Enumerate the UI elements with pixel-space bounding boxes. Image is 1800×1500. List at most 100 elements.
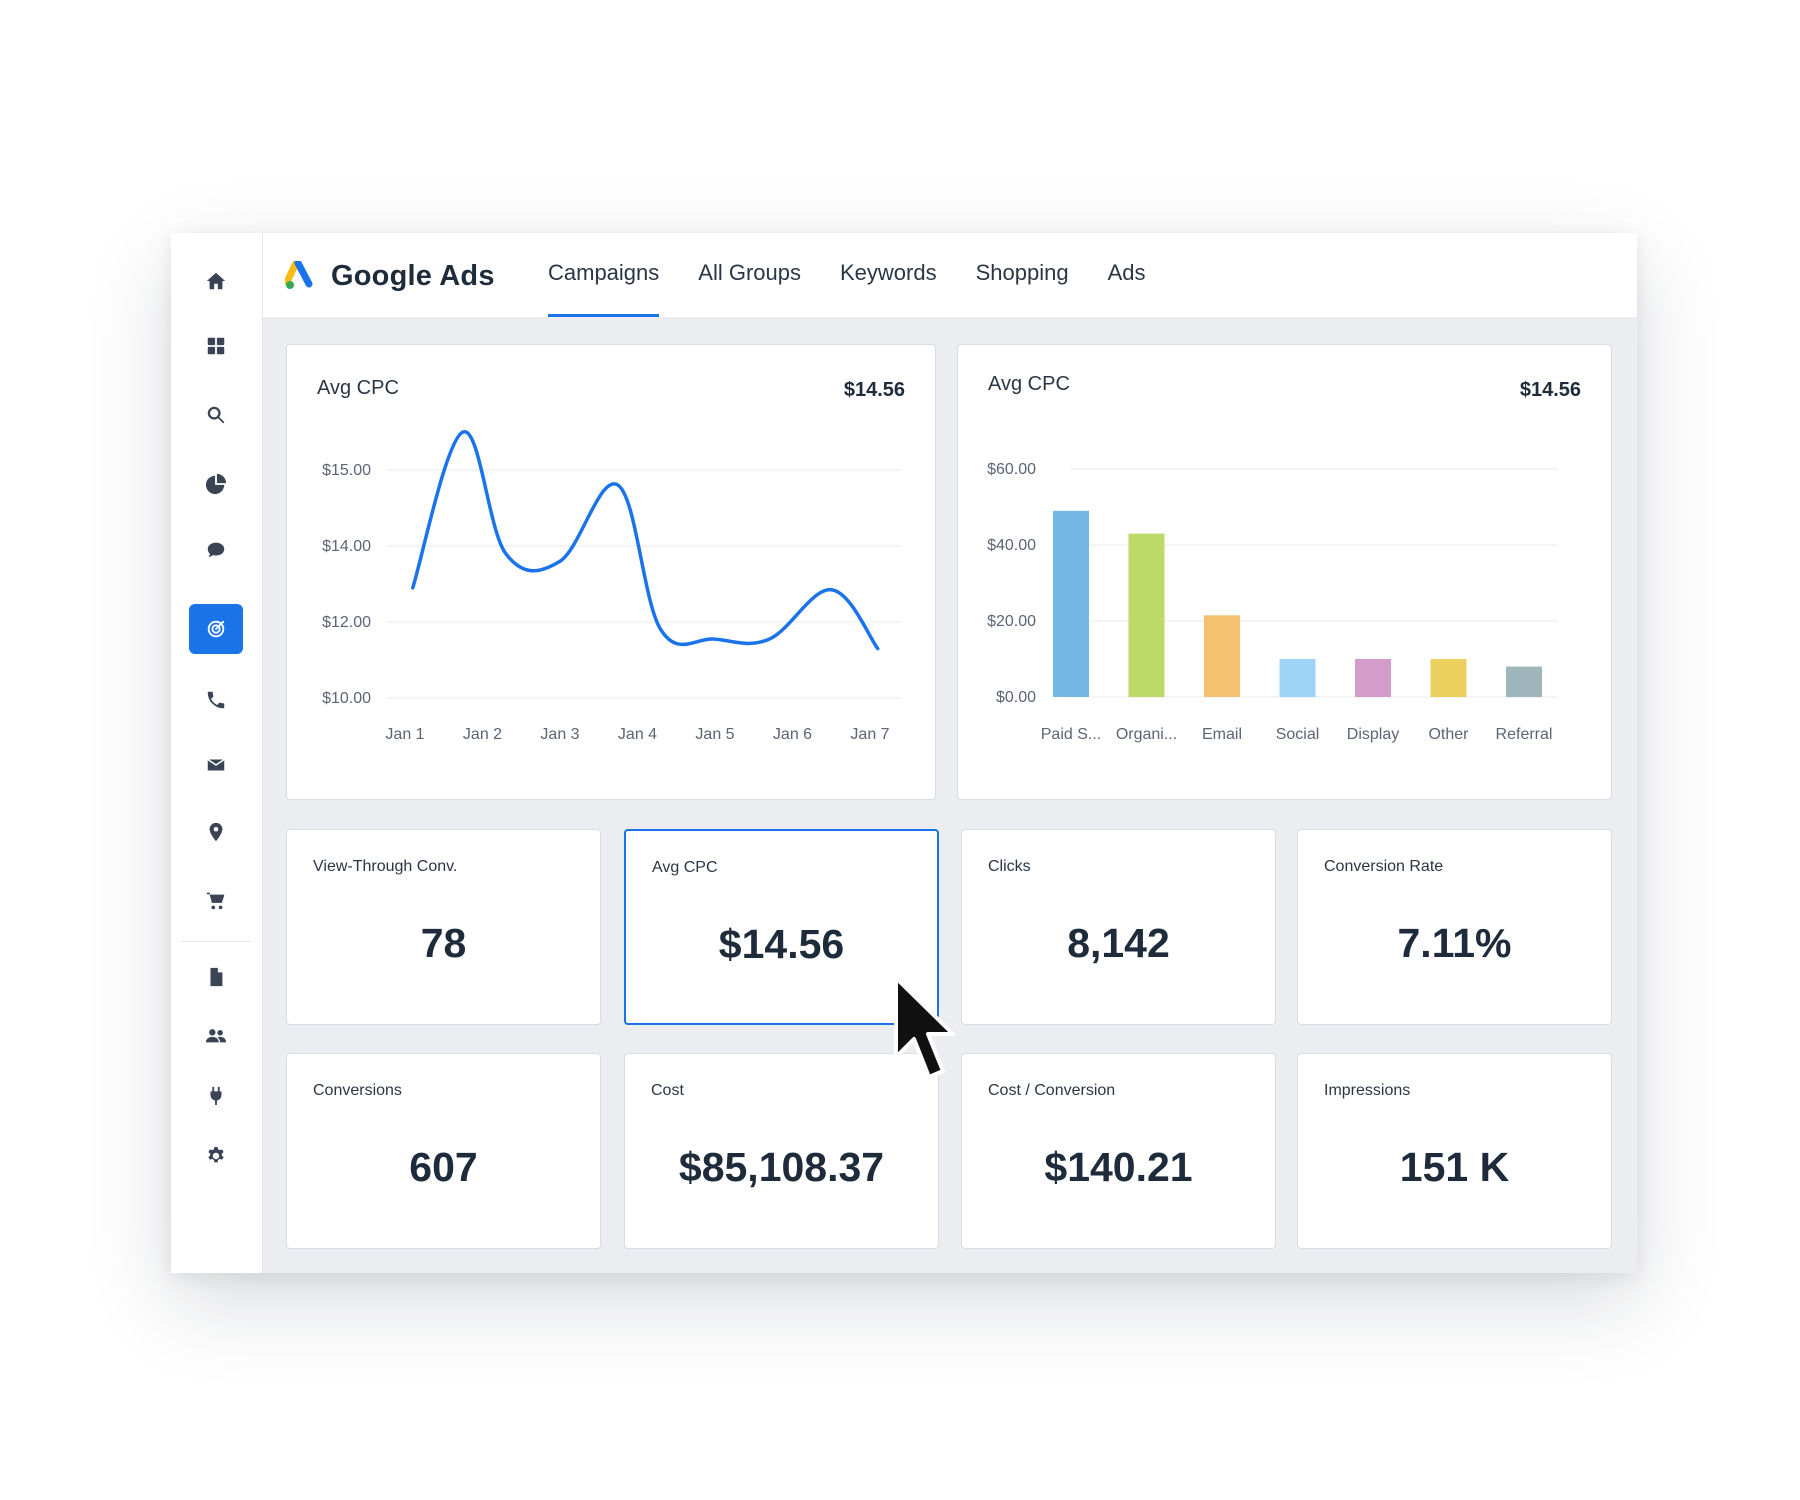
location-pin-icon	[209, 822, 223, 842]
metric-value: $85,108.37	[678, 1144, 885, 1190]
pie-chart-icon	[205, 473, 227, 495]
metric-label: View-Through Conv.	[313, 858, 458, 875]
metric-label: Cost / Conversion	[988, 1082, 1116, 1099]
x-tick-label: Jan 4	[618, 726, 657, 743]
tab-keywords[interactable]: Keywords	[840, 260, 937, 285]
avg-cpc-line-chart-card: Avg CPC $14.56 $10.00 $12.00 $14.00 $15.00 J…	[286, 344, 936, 800]
metric-label: Conversions	[313, 1082, 402, 1099]
sidebar-item-users[interactable]	[189, 1011, 243, 1061]
chart-title: Avg CPC	[317, 377, 399, 399]
x-tick-label: Referral	[1496, 726, 1553, 743]
sidebar-item-search[interactable]	[189, 390, 243, 440]
metric-card-conversions[interactable]: Conversions 607	[286, 1053, 601, 1249]
sidebar-item-messages[interactable]	[189, 525, 243, 575]
cart-icon	[206, 892, 225, 910]
tab-campaigns[interactable]: Campaigns	[548, 233, 660, 317]
x-tick-label: Jan 2	[463, 726, 502, 743]
metric-card-avg-cpc[interactable]: Avg CPC $14.56	[624, 829, 939, 1025]
sidebar-item-integrations[interactable]	[189, 1071, 243, 1121]
y-tick-label: $20.00	[987, 613, 1036, 630]
bar	[1355, 659, 1391, 697]
google-ads-logo-icon	[285, 261, 313, 289]
app-window: Google Ads Campaigns All Groups Keywords…	[171, 233, 1637, 1273]
sidebar-item-settings[interactable]	[189, 1131, 243, 1181]
metric-value: 8,142	[1067, 920, 1170, 966]
x-tick-label: Organi...	[1116, 726, 1177, 743]
metric-value: $140.21	[1044, 1144, 1193, 1190]
sidebar-item-home[interactable]	[189, 256, 243, 306]
metric-value: 78	[420, 920, 467, 966]
sidebar	[171, 233, 263, 1273]
brand: Google Ads	[285, 259, 495, 293]
metric-card-impressions[interactable]: Impressions 151 K	[1297, 1053, 1612, 1249]
metric-label: Conversion Rate	[1324, 858, 1444, 875]
metric-value: $14.56	[718, 921, 845, 967]
x-tick-label: Other	[1428, 726, 1469, 743]
x-tick-label: Jan 6	[773, 726, 812, 743]
users-icon	[205, 1029, 227, 1043]
metric-value: 607	[409, 1144, 478, 1190]
bar	[1128, 533, 1165, 697]
metric-card-view-through-conv[interactable]: View-Through Conv. 78	[286, 829, 601, 1025]
avg-cpc-bar-chart-card: Avg CPC $14.56 $0.00 $20.00 $40.00 $60.00 Pa…	[957, 344, 1612, 800]
grid-icon	[207, 337, 225, 355]
sidebar-item-ppc[interactable]	[189, 604, 243, 654]
chart-title: Avg CPC	[988, 373, 1070, 395]
line-chart: $10.00 $12.00 $14.00 $15.00 Jan 1 Jan 2 Jan 3 J…	[322, 430, 902, 743]
y-tick-label: $10.00	[322, 690, 371, 707]
mouse-cursor-icon	[894, 976, 955, 1079]
x-tick-label: Jan 3	[540, 726, 579, 743]
tab-ads[interactable]: Ads	[1107, 260, 1146, 285]
gear-icon	[208, 1146, 224, 1163]
search-icon	[207, 406, 225, 424]
sidebar-divider	[181, 941, 251, 942]
x-tick-label: Email	[1202, 726, 1242, 743]
bar-chart: $0.00 $20.00 $40.00 $60.00 Paid S... Organi..…	[987, 461, 1558, 743]
chart-value: $14.56	[1519, 379, 1581, 401]
top-bar: Google Ads Campaigns All Groups Keywords…	[263, 233, 1637, 317]
metric-card-cost[interactable]: Cost $85,108.37	[624, 1053, 939, 1249]
metric-card-conversion-rate[interactable]: Conversion Rate 7.11%	[1297, 829, 1612, 1025]
metric-value: 7.11%	[1397, 920, 1512, 966]
target-icon	[207, 620, 225, 638]
mail-icon	[207, 758, 225, 771]
sidebar-item-documents[interactable]	[189, 952, 243, 1002]
brand-name: Google Ads	[331, 259, 495, 292]
x-tick-label: Paid S...	[1041, 726, 1101, 743]
y-tick-label: $60.00	[987, 461, 1036, 478]
phone-icon	[207, 691, 225, 709]
y-tick-label: $0.00	[996, 689, 1036, 706]
sidebar-item-dashboard[interactable]	[189, 321, 243, 371]
x-tick-label: Jan 1	[385, 726, 424, 743]
tab-shopping[interactable]: Shopping	[975, 260, 1069, 285]
y-tick-label: $14.00	[322, 538, 371, 555]
sidebar-item-email[interactable]	[189, 740, 243, 790]
x-tick-label: Jan 5	[695, 726, 734, 743]
sidebar-item-ecommerce[interactable]	[189, 876, 243, 926]
document-icon	[210, 967, 223, 987]
x-tick-label: Social	[1276, 726, 1320, 743]
bar	[1506, 666, 1542, 697]
y-tick-label: $40.00	[987, 537, 1036, 554]
sidebar-item-reports[interactable]	[189, 459, 243, 509]
bar	[1053, 510, 1089, 697]
chat-icon	[207, 542, 225, 558]
metric-label: Impressions	[1324, 1082, 1411, 1099]
x-tick-label: Display	[1347, 726, 1399, 743]
metric-card-clicks[interactable]: Clicks 8,142	[961, 829, 1276, 1025]
tab-all-groups[interactable]: All Groups	[698, 260, 801, 285]
metric-label: Cost	[651, 1082, 684, 1099]
sidebar-item-local[interactable]	[189, 807, 243, 857]
tab-bar: Campaigns All Groups Keywords Shopping A…	[548, 233, 1185, 317]
sidebar-item-calls[interactable]	[189, 675, 243, 725]
y-tick-label: $15.00	[322, 462, 371, 479]
metric-label: Avg CPC	[652, 859, 718, 876]
metric-card-cost-per-conversion[interactable]: Cost / Conversion $140.21	[961, 1053, 1276, 1249]
x-tick-label: Jan 7	[850, 726, 889, 743]
chart-value: $14.56	[843, 379, 905, 401]
home-icon	[206, 272, 226, 290]
series-line	[411, 430, 880, 651]
y-tick-label: $12.00	[322, 614, 371, 631]
bar	[1430, 659, 1467, 697]
metric-value: 151 K	[1399, 1144, 1510, 1190]
